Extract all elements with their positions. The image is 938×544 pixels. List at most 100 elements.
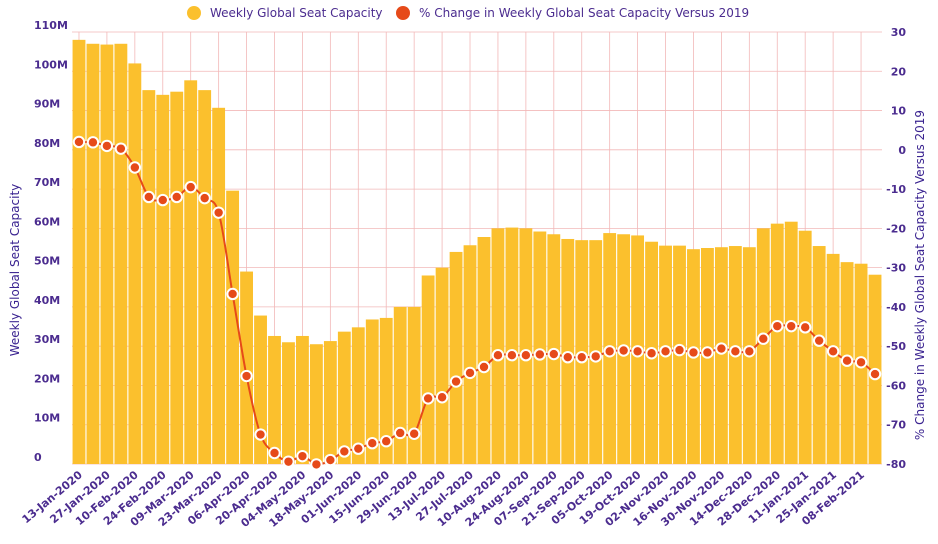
line-point[interactable] — [463, 366, 477, 380]
bar[interactable] — [114, 43, 128, 464]
line-point[interactable] — [561, 350, 574, 364]
bar[interactable] — [351, 327, 365, 464]
line-point[interactable] — [100, 139, 114, 153]
line-point[interactable] — [156, 193, 169, 207]
line-point[interactable] — [659, 345, 672, 358]
line-point[interactable] — [86, 136, 100, 149]
line-point[interactable] — [617, 344, 630, 357]
bar[interactable] — [296, 335, 309, 464]
bar[interactable] — [365, 319, 379, 464]
bar[interactable] — [477, 237, 491, 464]
bar[interactable] — [798, 230, 812, 464]
legend-item-bars[interactable]: Weekly Global Seat Capacity — [187, 6, 383, 20]
bar[interactable] — [812, 246, 826, 464]
line-point[interactable] — [868, 367, 882, 381]
bar[interactable] — [784, 221, 798, 464]
line-point[interactable] — [226, 287, 239, 301]
line-point[interactable] — [715, 342, 728, 355]
line-point[interactable] — [477, 360, 491, 374]
bar[interactable] — [282, 342, 295, 464]
bar[interactable] — [337, 331, 351, 464]
line-point[interactable] — [547, 347, 561, 361]
line-point[interactable] — [603, 345, 616, 358]
bar[interactable] — [463, 245, 477, 464]
bar[interactable] — [714, 247, 728, 464]
bar[interactable] — [393, 306, 407, 464]
line-point[interactable] — [142, 190, 156, 204]
line-point[interactable] — [310, 458, 323, 471]
line-point[interactable] — [771, 319, 784, 333]
line-point[interactable] — [812, 334, 826, 347]
bar[interactable] — [170, 91, 184, 464]
line-point[interactable] — [491, 349, 505, 362]
line-point[interactable] — [380, 435, 393, 448]
line-point[interactable] — [840, 354, 854, 367]
bar[interactable] — [379, 317, 393, 464]
bar[interactable] — [491, 228, 505, 464]
bar[interactable] — [519, 228, 533, 464]
line-point[interactable] — [366, 436, 379, 450]
line-point[interactable] — [673, 343, 686, 357]
line-point[interactable] — [128, 161, 142, 174]
line-point[interactable] — [393, 426, 407, 440]
line-point[interactable] — [254, 428, 267, 441]
line-point[interactable] — [631, 345, 644, 358]
bar[interactable] — [756, 228, 770, 464]
line-point[interactable] — [785, 319, 798, 333]
bar[interactable] — [72, 39, 86, 464]
bar[interactable] — [86, 43, 100, 464]
bar[interactable] — [128, 63, 142, 465]
line-point[interactable] — [240, 369, 253, 383]
line-point[interactable] — [407, 427, 421, 440]
line-point[interactable] — [575, 350, 588, 364]
line-point[interactable] — [324, 453, 337, 467]
bar[interactable] — [240, 271, 253, 464]
line-point[interactable] — [854, 356, 868, 369]
bar[interactable] — [323, 341, 337, 464]
line-point[interactable] — [589, 350, 602, 363]
line-point[interactable] — [533, 348, 547, 361]
bar[interactable] — [505, 227, 519, 464]
bar[interactable] — [156, 94, 170, 464]
bar[interactable] — [226, 190, 240, 464]
bar[interactable] — [100, 44, 114, 464]
line-point[interactable] — [645, 347, 658, 360]
bar[interactable] — [421, 275, 435, 464]
line-point[interactable] — [421, 392, 435, 405]
line-point[interactable] — [170, 190, 183, 204]
bar[interactable] — [770, 223, 784, 464]
bar[interactable] — [142, 90, 156, 465]
bar[interactable] — [268, 335, 281, 464]
line-point[interactable] — [826, 345, 840, 358]
line-point[interactable] — [198, 191, 211, 205]
line-point[interactable] — [505, 349, 519, 362]
line-point[interactable] — [72, 135, 86, 149]
line-point[interactable] — [519, 349, 533, 362]
legend-item-line[interactable]: % Change in Weekly Global Seat Capacity … — [396, 6, 749, 20]
line-point[interactable] — [435, 391, 449, 404]
line-point[interactable] — [729, 345, 742, 358]
line-point[interactable] — [798, 321, 812, 334]
bar[interactable] — [533, 231, 547, 464]
line-point[interactable] — [296, 449, 309, 463]
line-point[interactable] — [743, 345, 756, 358]
line-point[interactable] — [701, 346, 714, 359]
bar[interactable] — [826, 253, 840, 464]
bar[interactable] — [449, 251, 463, 464]
bar[interactable] — [407, 306, 421, 464]
line-point[interactable] — [282, 455, 295, 468]
bar[interactable] — [184, 80, 198, 464]
line-point[interactable] — [114, 142, 128, 155]
line-point[interactable] — [687, 346, 700, 359]
line-point[interactable] — [184, 180, 197, 194]
bar[interactable] — [309, 344, 323, 464]
bar[interactable] — [198, 90, 212, 465]
line-point[interactable] — [352, 442, 365, 455]
bar[interactable] — [212, 107, 226, 465]
line-point[interactable] — [338, 445, 351, 458]
line-point[interactable] — [268, 446, 281, 460]
line-point[interactable] — [212, 206, 225, 219]
bar[interactable] — [435, 267, 449, 464]
line-point[interactable] — [449, 375, 463, 388]
line-point[interactable] — [757, 332, 770, 345]
